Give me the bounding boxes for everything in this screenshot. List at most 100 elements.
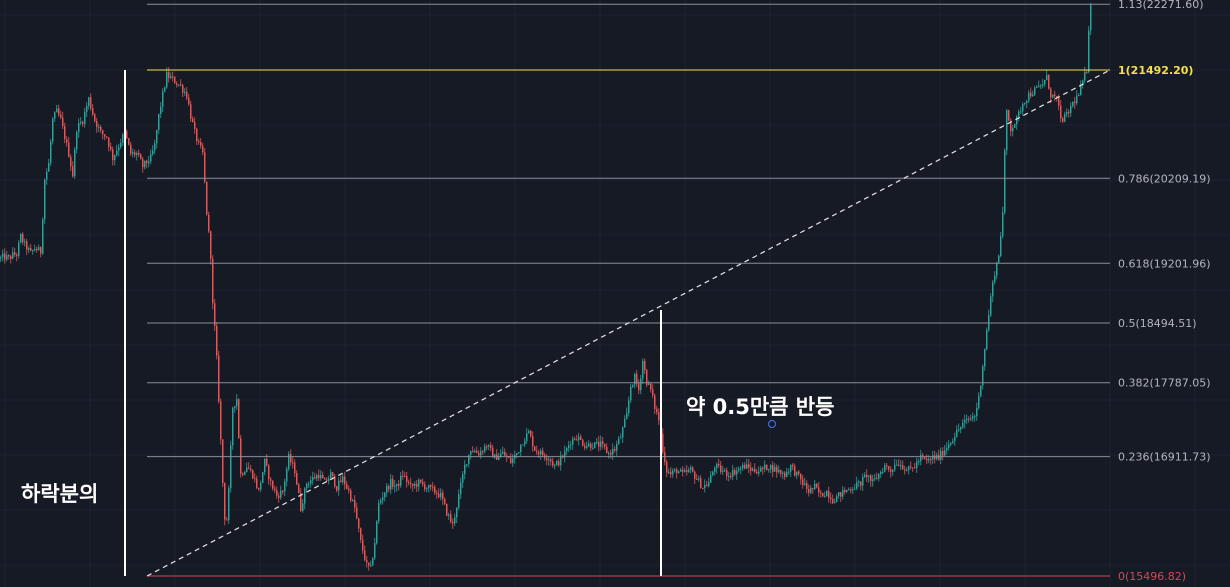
candle-body (1060, 105, 1062, 119)
candle-body (768, 469, 770, 471)
candle-body (436, 492, 438, 494)
candle-body (332, 472, 334, 477)
candle-body (456, 507, 458, 518)
candle-body (618, 438, 620, 445)
candle-body (448, 514, 450, 516)
candle-body (974, 416, 976, 418)
candle-body (1030, 92, 1032, 97)
candle-body (992, 282, 994, 297)
candle-body (72, 166, 74, 177)
candle-body (952, 440, 954, 443)
candle-body (594, 442, 596, 449)
candle-body (434, 486, 436, 493)
candle-body (360, 528, 362, 540)
candle-body (336, 486, 338, 491)
candle-body (1086, 72, 1088, 74)
candle-body (832, 499, 834, 504)
candle-body (460, 482, 462, 494)
candle-body (688, 469, 690, 473)
candle-body (1042, 84, 1044, 86)
candle-body (870, 475, 872, 482)
candle-body (620, 437, 622, 439)
candle-body (462, 474, 464, 483)
candle-body (208, 214, 210, 232)
candle-body (686, 470, 688, 473)
candle-body (120, 142, 122, 148)
candle-body (138, 153, 140, 155)
candle-body (694, 471, 696, 479)
candle-body (64, 126, 66, 140)
candle-body (206, 181, 208, 215)
candle-body (1088, 30, 1090, 73)
candle-body (676, 469, 678, 474)
candle-body (966, 418, 968, 420)
candle-body (560, 455, 562, 466)
candle-body (256, 478, 258, 488)
candle-body (656, 408, 658, 412)
candle-body (984, 349, 986, 367)
candle-body (102, 130, 104, 135)
candle-body (972, 416, 974, 419)
candle-body (1048, 74, 1050, 89)
candle-body (182, 85, 184, 93)
candle-body (280, 490, 282, 498)
candle-body (400, 475, 402, 486)
candle-body (798, 471, 800, 474)
candle-body (282, 490, 284, 492)
candle-body (690, 467, 692, 470)
candle-body (556, 461, 558, 465)
candle-body (344, 476, 346, 485)
candle-body (822, 493, 824, 497)
candle-body (502, 451, 504, 454)
candle-body (398, 483, 400, 486)
candle-body (358, 518, 360, 529)
fib-label-0-382: 0.382(17787.05) (1118, 377, 1211, 390)
candle-body (896, 464, 898, 466)
candle-body (580, 436, 582, 440)
candle-body (108, 137, 110, 147)
candle-body (790, 464, 792, 472)
candle-body (490, 445, 492, 448)
candle-body (706, 485, 708, 487)
candle-body (574, 438, 576, 440)
candle-body (692, 467, 694, 472)
candle-body (804, 483, 806, 485)
candle-body (40, 247, 42, 254)
candle-body (1076, 95, 1078, 104)
candle-body (856, 482, 858, 489)
candle-body (756, 471, 758, 474)
candle-body (1056, 96, 1058, 98)
candle-body (740, 468, 742, 470)
candle-body (802, 479, 804, 485)
candle-body (222, 439, 224, 484)
candle-body (596, 441, 598, 443)
candle-body (564, 451, 566, 458)
candle-body (766, 464, 768, 471)
candle-body (266, 458, 268, 466)
fib-label-1: 1(21492.20) (1118, 64, 1193, 77)
candle-body (162, 91, 164, 107)
candle-body (788, 471, 790, 473)
candle-body (1004, 150, 1006, 213)
candle-body (304, 488, 306, 504)
candle-body (920, 455, 922, 462)
candle-body (146, 160, 148, 164)
candle-body (46, 171, 48, 180)
candle-body (48, 163, 50, 172)
candle-body (68, 142, 70, 157)
candle-body (888, 466, 890, 470)
candle-body (1068, 111, 1070, 113)
candle-body (624, 418, 626, 428)
candle-body (224, 483, 226, 520)
candle-body (86, 106, 88, 112)
candle-body (540, 450, 542, 455)
candle-body (542, 450, 544, 456)
candle-body (554, 464, 556, 466)
candle-body (414, 483, 416, 486)
candle-body (908, 466, 910, 470)
candle-body (348, 488, 350, 491)
candle-body (1052, 94, 1054, 98)
candle-body (648, 383, 650, 386)
candle-body (258, 487, 260, 490)
